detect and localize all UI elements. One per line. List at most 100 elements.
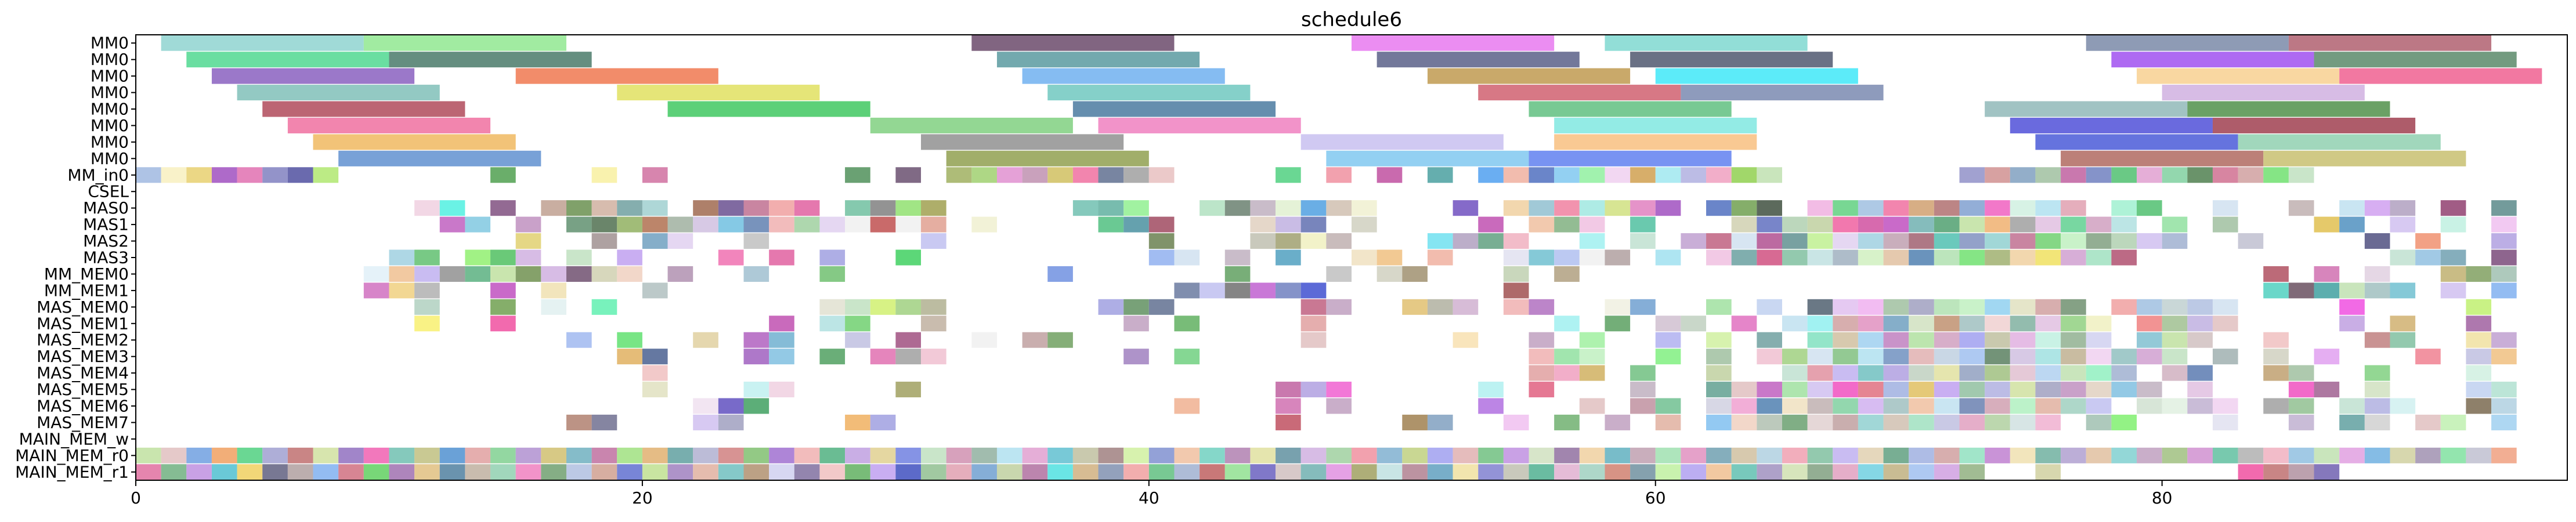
task-bar	[1478, 85, 1681, 101]
task-bar	[541, 200, 566, 216]
task-bar	[2010, 216, 2036, 233]
task-bar	[2491, 349, 2517, 365]
task-bar	[1123, 200, 1149, 216]
task-bar	[1883, 332, 1909, 348]
task-bar	[1909, 447, 1934, 463]
task-bar	[1782, 414, 1808, 430]
task-bar	[1022, 464, 1048, 480]
task-bar	[1883, 365, 1909, 381]
task-bar	[363, 447, 389, 463]
task-bar	[2288, 382, 2314, 398]
task-bar	[490, 464, 516, 480]
task-bar	[1985, 167, 2010, 183]
x-tick-label: 0	[131, 488, 141, 507]
task-bar	[2288, 464, 2314, 480]
task-bar	[1276, 282, 1301, 299]
task-bar	[1985, 349, 2010, 365]
task-bar	[1148, 299, 1175, 315]
task-bar	[1959, 200, 1985, 216]
task-bar	[1757, 398, 1782, 414]
task-bar	[1503, 447, 1529, 463]
task-bar	[1655, 464, 1681, 480]
task-bar	[2364, 266, 2390, 282]
task-bar	[2238, 464, 2264, 480]
task-bar	[1300, 332, 1327, 348]
task-bar	[617, 200, 642, 216]
task-bar	[287, 447, 313, 463]
task-bar	[1402, 414, 1428, 430]
task-bar	[2466, 447, 2492, 463]
task-bar	[1655, 349, 1681, 365]
task-bar	[769, 382, 794, 398]
task-bar	[2491, 447, 2517, 463]
task-bar	[1959, 332, 1985, 348]
task-bar	[2238, 134, 2441, 150]
task-bar	[1554, 316, 1580, 332]
task-bar	[2162, 349, 2188, 365]
task-bar	[2212, 349, 2238, 365]
task-bar	[1858, 249, 1884, 266]
task-bar	[1731, 216, 1757, 233]
task-bar	[1934, 398, 1960, 414]
task-bar	[2466, 349, 2492, 365]
task-bar	[921, 134, 1124, 150]
task-bar	[1579, 447, 1605, 463]
task-bar	[1503, 233, 1529, 249]
task-bar	[921, 233, 946, 249]
task-bar	[2086, 382, 2112, 398]
task-bar	[2061, 233, 2086, 249]
task-bar	[1529, 299, 1555, 315]
task-bar	[1909, 464, 1934, 480]
task-bar	[237, 167, 263, 183]
task-bar	[870, 299, 896, 315]
task-bar	[1681, 464, 1707, 480]
task-bar	[642, 464, 668, 480]
task-bar	[819, 464, 846, 480]
task-bar	[2466, 332, 2492, 348]
y-tick-label: MM0	[91, 67, 129, 86]
task-bar	[1427, 447, 1453, 463]
task-bar	[2035, 414, 2061, 430]
task-bar	[1909, 332, 1934, 348]
task-bar	[161, 167, 187, 183]
task-bar	[895, 167, 922, 183]
task-bar	[996, 52, 1200, 68]
task-bar	[1655, 249, 1681, 266]
task-bar	[617, 249, 642, 266]
task-bar	[1731, 447, 1757, 463]
task-bar	[2061, 216, 2086, 233]
task-bar	[1655, 167, 1681, 183]
task-bar	[895, 200, 922, 216]
task-bar	[2162, 398, 2188, 414]
task-bar	[1959, 414, 1985, 430]
task-bar	[2314, 52, 2517, 68]
task-bar	[1276, 398, 1301, 414]
task-bar	[2491, 414, 2517, 430]
task-bar	[1909, 398, 1934, 414]
task-bar	[1478, 398, 1504, 414]
task-bar	[1224, 249, 1251, 266]
task-bar	[1579, 216, 1605, 233]
task-bar	[1909, 349, 1934, 365]
task-bar	[1934, 349, 1960, 365]
task-bar	[1757, 200, 1782, 216]
task-bar	[465, 464, 491, 480]
task-bar	[2111, 349, 2137, 365]
task-bar	[363, 266, 389, 282]
task-bar	[2111, 365, 2137, 381]
task-bar	[1605, 167, 1631, 183]
task-bar	[2187, 167, 2213, 183]
task-bar	[2111, 200, 2137, 216]
task-bar	[1985, 365, 2010, 381]
task-bar	[2111, 216, 2137, 233]
task-bar	[1276, 414, 1301, 430]
task-bar	[1985, 299, 2010, 315]
task-bar	[1276, 200, 1301, 216]
task-bar	[2263, 282, 2289, 299]
task-bar	[1376, 167, 1403, 183]
task-bar	[1200, 447, 1225, 463]
task-bar	[1883, 216, 1909, 233]
task-bar	[743, 464, 769, 480]
task-bar	[2238, 233, 2264, 249]
